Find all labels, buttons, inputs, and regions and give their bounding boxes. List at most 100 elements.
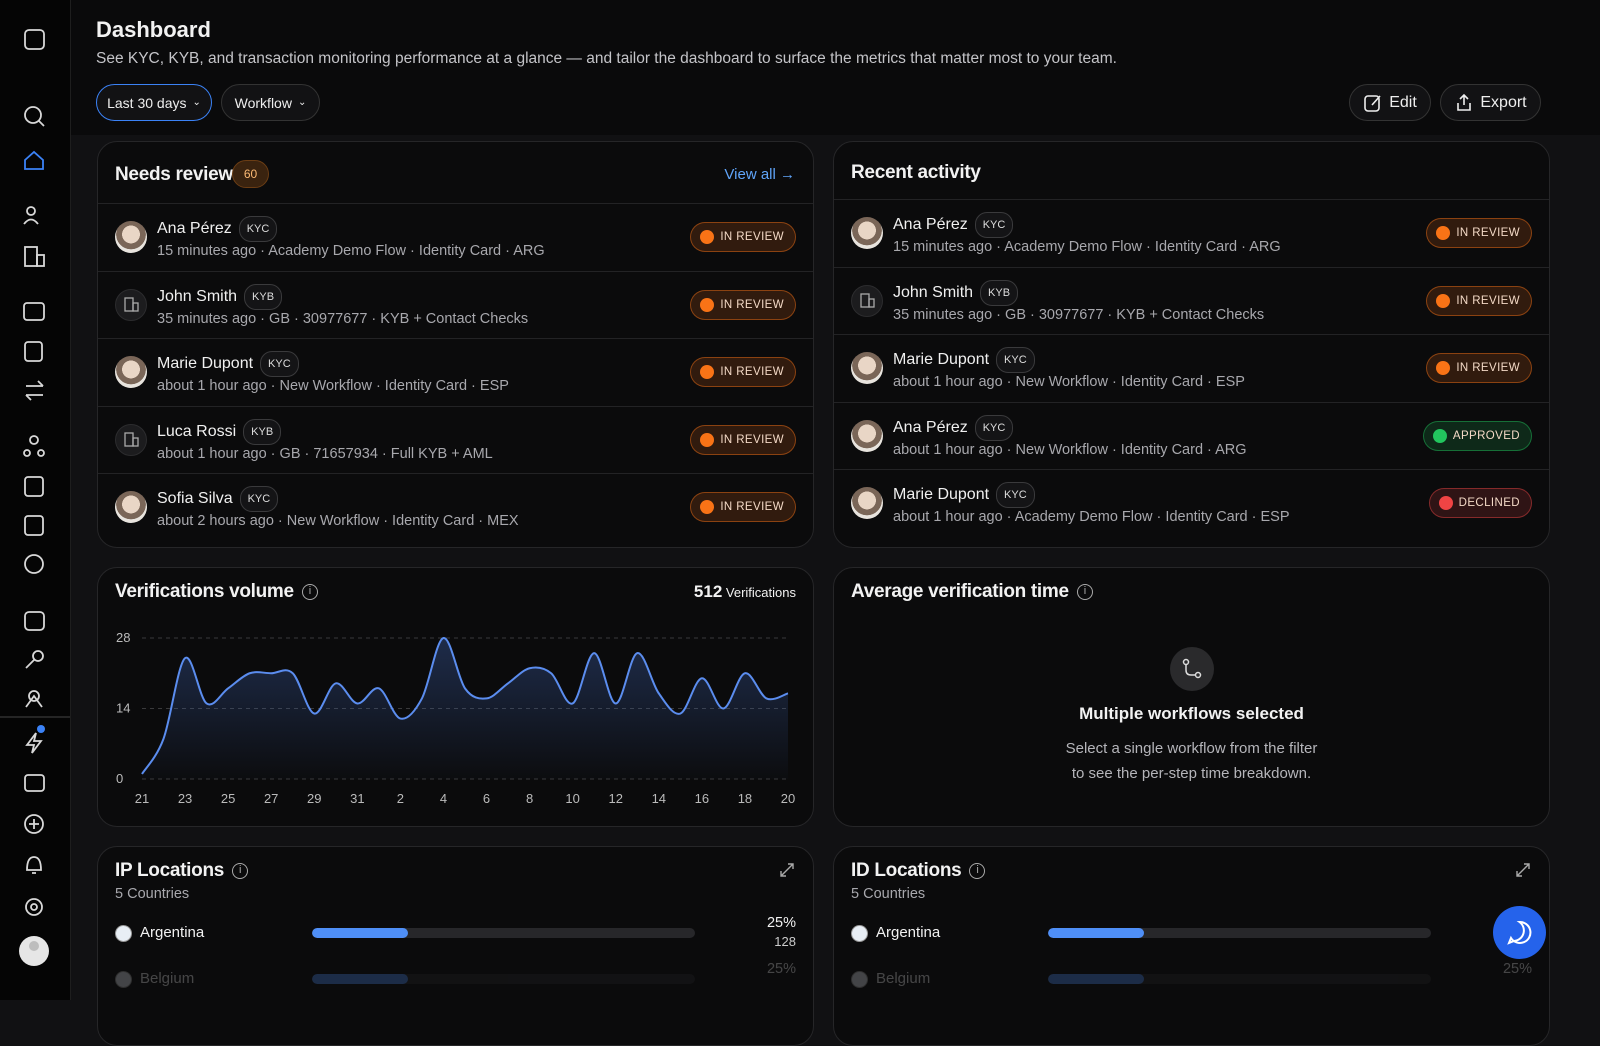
avg-time-card: Average verification time i Multiple work… bbox=[833, 567, 1550, 827]
y-tick-label: 28 bbox=[116, 630, 130, 645]
list-row[interactable]: Ana Pérez KYC about 1 hour ago · New Workf… bbox=[834, 401, 1549, 470]
status-dot bbox=[1436, 293, 1451, 308]
workflow-filter[interactable]: Workflow ⌄ bbox=[221, 84, 320, 121]
notification-dot bbox=[37, 725, 45, 733]
list-row[interactable]: Ana Pérez KYC 15 minutes ago · Academy Dem… bbox=[834, 199, 1549, 267]
list-row[interactable]: Sofia Silva KYC about 2 hours ago · New Wo… bbox=[98, 473, 813, 541]
list-row[interactable]: Marie Dupont KYC about 1 hour ago · New Wo… bbox=[834, 334, 1549, 402]
checklist-icon[interactable] bbox=[24, 515, 44, 536]
x-tick-label: 16 bbox=[695, 791, 709, 806]
y-tick-label: 14 bbox=[116, 701, 130, 716]
status-badge: IN REVIEW bbox=[1426, 285, 1532, 316]
x-tick-label: 20 bbox=[781, 791, 795, 806]
status-badge: IN REVIEW bbox=[690, 289, 796, 320]
status-badge: IN REVIEW bbox=[690, 222, 796, 252]
avatar bbox=[851, 487, 883, 519]
card-title: Verifications volume i bbox=[115, 581, 318, 603]
bar bbox=[312, 974, 408, 984]
name-line: Ana Pérez KYC bbox=[893, 414, 1014, 441]
location-row: Belgium 25% bbox=[834, 961, 1549, 1009]
search-icon[interactable] bbox=[24, 106, 42, 124]
x-tick-label: 25 bbox=[221, 791, 235, 806]
country: Argentina bbox=[140, 924, 205, 941]
list-row[interactable]: Ana Pérez KYC 15 minutes ago · Academy Dem… bbox=[98, 203, 813, 271]
cases-icon[interactable] bbox=[24, 476, 44, 497]
transfer-icon[interactable] bbox=[25, 380, 44, 401]
users-icon[interactable] bbox=[26, 206, 36, 216]
date-filter[interactable]: Last 30 days ⌄ bbox=[96, 84, 212, 121]
chat-icon bbox=[1507, 920, 1532, 945]
home-icon[interactable] bbox=[24, 150, 44, 170]
toggle-icon[interactable] bbox=[24, 29, 45, 50]
card-subtitle: 5 Countries bbox=[851, 886, 926, 902]
status-label: IN REVIEW bbox=[720, 366, 784, 378]
type-tag: KYC bbox=[974, 414, 1014, 441]
name-line: Sofia Silva KYC bbox=[157, 486, 279, 512]
list-row[interactable]: John Smith KYB 35 minutes ago · GB · 30977… bbox=[98, 270, 813, 339]
key-icon[interactable] bbox=[32, 650, 44, 662]
doc-icon[interactable] bbox=[24, 341, 43, 362]
fingerprint-icon[interactable] bbox=[24, 554, 44, 574]
count-badge: 60 bbox=[232, 160, 269, 188]
workflow-filter-label: Workflow bbox=[234, 94, 292, 111]
row-meta: 15 minutes ago · Academy Demo Flow · Ide… bbox=[157, 243, 545, 259]
name-line: Ana Pérez KYC bbox=[157, 216, 278, 242]
list-row[interactable]: John Smith KYB 35 minutes ago · GB · 30977… bbox=[834, 266, 1549, 335]
wallet-icon[interactable] bbox=[24, 774, 45, 792]
location-row: Belgium 25% bbox=[98, 961, 813, 1009]
console-icon[interactable] bbox=[24, 611, 45, 631]
status-dot bbox=[1436, 226, 1451, 240]
business-icon[interactable] bbox=[24, 246, 38, 267]
info-icon: i bbox=[969, 862, 986, 879]
status-label: IN REVIEW bbox=[1456, 294, 1520, 307]
row-meta: 35 minutes ago · GB · 30977677 · KYB + C… bbox=[893, 306, 1265, 323]
bolt-icon[interactable] bbox=[25, 732, 43, 754]
row-meta: about 1 hour ago · New Workflow · Identi… bbox=[893, 441, 1247, 458]
x-tick-label: 6 bbox=[483, 791, 490, 806]
export-label: Export bbox=[1480, 93, 1527, 111]
view-all-link[interactable]: View all → bbox=[724, 166, 795, 183]
status-label: IN REVIEW bbox=[1456, 227, 1520, 239]
avatar bbox=[115, 491, 147, 523]
flow-icon[interactable] bbox=[29, 435, 39, 445]
export-button[interactable]: Export bbox=[1440, 84, 1541, 121]
card-title: Recent activity bbox=[851, 162, 981, 183]
expand-icon[interactable] bbox=[1515, 862, 1531, 883]
id-icon[interactable] bbox=[23, 302, 45, 321]
line-area bbox=[142, 637, 788, 779]
chat-button[interactable] bbox=[1493, 906, 1546, 959]
edit-button[interactable]: Edit bbox=[1349, 84, 1431, 121]
settings-icon[interactable] bbox=[25, 898, 43, 916]
type-tag: KYB bbox=[244, 283, 283, 310]
share-label: 25% bbox=[766, 961, 796, 977]
list-row[interactable]: Luca Rossi KYB about 1 hour ago · GB · 716… bbox=[98, 405, 813, 474]
expand-icon[interactable] bbox=[779, 862, 795, 883]
status-dot bbox=[1432, 428, 1447, 443]
name-line: Ana Pérez KYC bbox=[893, 212, 1014, 238]
bar bbox=[1048, 928, 1144, 938]
avatar bbox=[851, 217, 883, 249]
add-icon[interactable] bbox=[24, 814, 44, 834]
bell-icon[interactable] bbox=[26, 856, 42, 874]
status-dot bbox=[700, 432, 715, 447]
line bbox=[141, 636, 789, 775]
person-name: Ana Pérez bbox=[893, 216, 968, 233]
x-tick-label: 12 bbox=[608, 791, 622, 806]
share-label: 25% bbox=[1502, 961, 1532, 977]
list-row[interactable]: Marie Dupont KYC about 1 hour ago · Academ… bbox=[834, 469, 1549, 537]
sidebar-icons bbox=[0, 29, 70, 966]
empty-message: Select a single workflow from the filter… bbox=[834, 736, 1549, 786]
status-badge: IN REVIEW bbox=[1426, 353, 1532, 383]
country: Argentina bbox=[876, 924, 941, 941]
location-row: Argentina 25% 128 bbox=[98, 915, 813, 963]
card-title-text: IP Locations bbox=[115, 860, 225, 881]
list-row[interactable]: Marie Dupont KYC about 1 hour ago · New Wo… bbox=[98, 338, 813, 406]
line-chart: 0 14 28 21 23 25 27 29 31 2 4 6 8 10 12 14 16 18 20 bbox=[116, 630, 795, 806]
card-title: Average verification time i bbox=[851, 581, 1093, 603]
x-tick-label: 8 bbox=[526, 791, 533, 806]
flag bbox=[115, 925, 132, 942]
status-dot bbox=[700, 230, 715, 244]
webhook-icon[interactable] bbox=[28, 690, 40, 702]
